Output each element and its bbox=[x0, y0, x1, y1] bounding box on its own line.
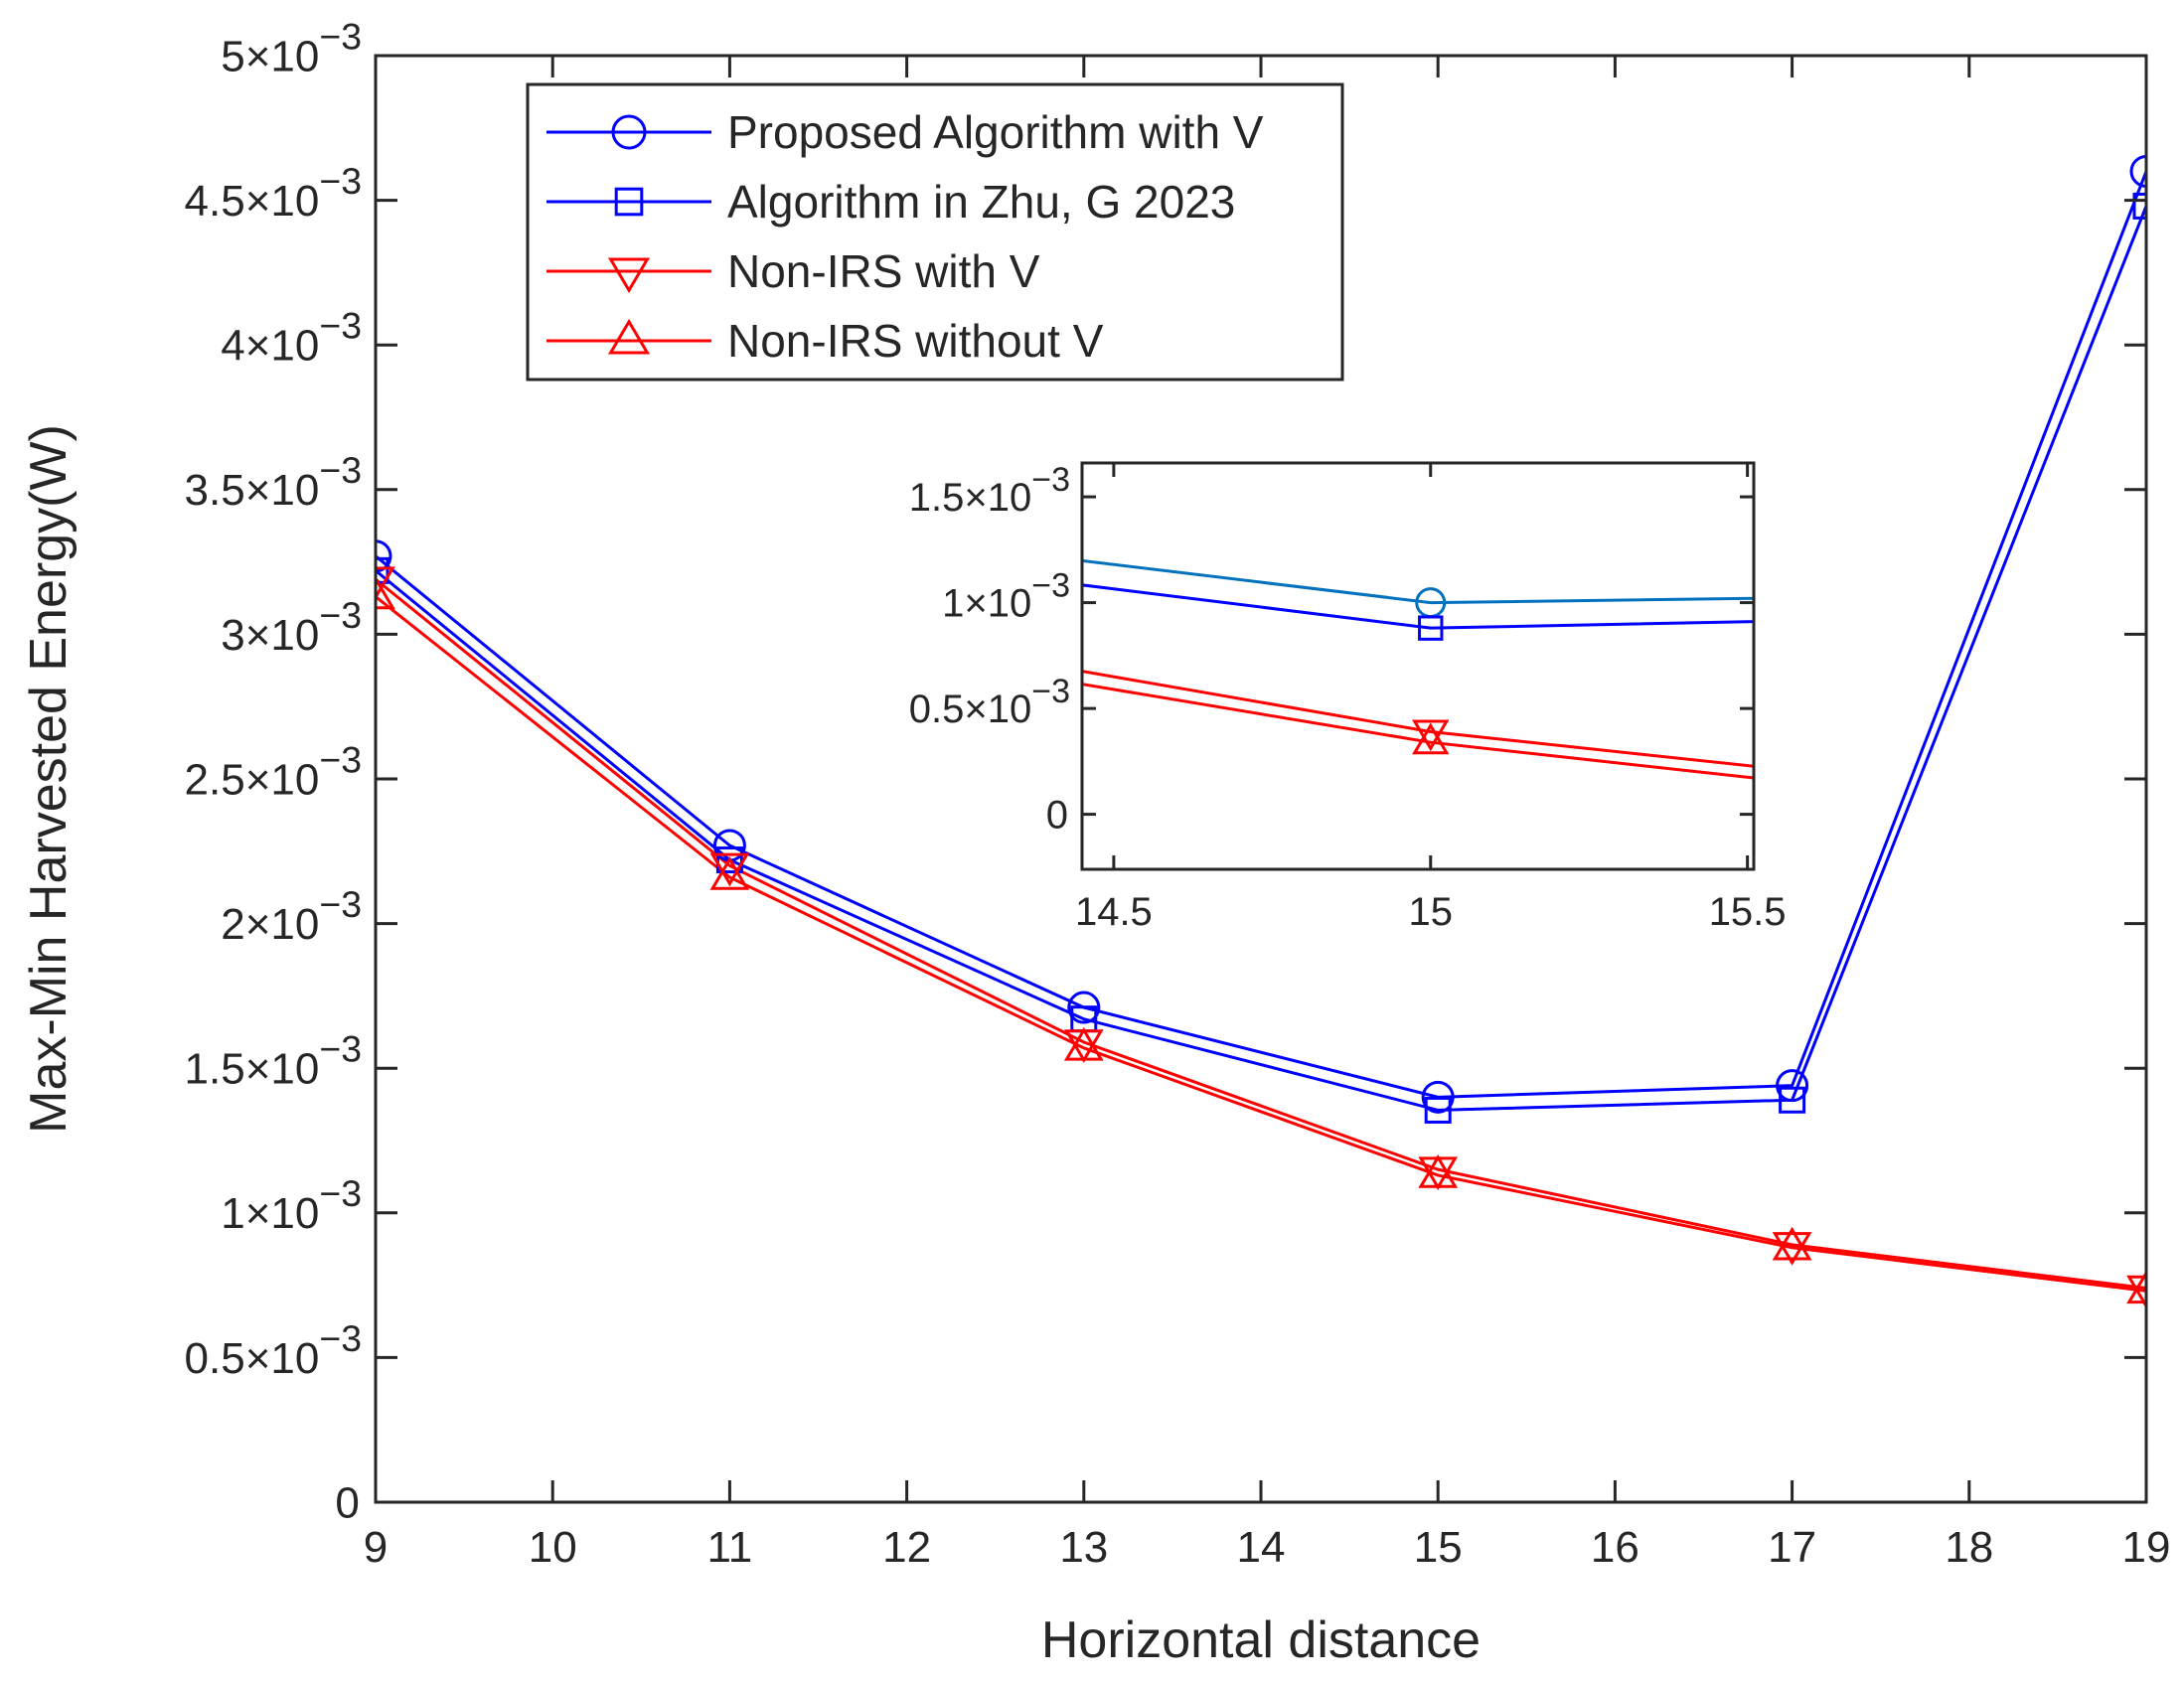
inset-y-tick-label: 0.5×10−3 bbox=[909, 673, 1070, 731]
series-line-2 bbox=[376, 205, 2146, 1112]
inset-series-line-4 bbox=[1082, 683, 1754, 780]
inset-series-line-1 bbox=[1082, 558, 1754, 605]
plot-area bbox=[376, 154, 2146, 1309]
legend-marker-square-icon bbox=[614, 187, 644, 217]
legend-item: Non-IRS without V bbox=[546, 315, 1104, 367]
x-tick-label: 9 bbox=[364, 1523, 388, 1572]
inset-data-point-3-2 bbox=[1412, 719, 1450, 752]
legend-item: Proposed Algorithm with V bbox=[546, 106, 1264, 158]
legend-marker-triangle-down-icon bbox=[607, 257, 651, 294]
x-tick-label: 15 bbox=[1414, 1523, 1463, 1572]
data-point-4-1 bbox=[376, 575, 395, 610]
x-tick-label: 10 bbox=[529, 1523, 577, 1572]
y-tick-label: 1.5×10−3 bbox=[185, 1028, 362, 1094]
series-line-4 bbox=[376, 595, 2146, 1293]
data-point-1-1 bbox=[376, 539, 392, 573]
x-tick-label: 12 bbox=[882, 1523, 931, 1572]
inset-series-line-2 bbox=[1082, 583, 1754, 630]
data-point-1-4 bbox=[1421, 1080, 1455, 1114]
data-point-4-3 bbox=[1063, 1026, 1104, 1061]
y-tick-label: 0 bbox=[335, 1478, 359, 1527]
legend-label: Non-IRS with V bbox=[727, 245, 1040, 297]
y-tick-label: 5×10−3 bbox=[221, 15, 362, 80]
y-tick-label: 4×10−3 bbox=[221, 305, 362, 371]
series-line-1 bbox=[376, 170, 2146, 1099]
y-tick-label: 2.5×10−3 bbox=[185, 738, 362, 804]
series-line-3 bbox=[376, 577, 2146, 1291]
data-point-2-6 bbox=[2132, 192, 2146, 220]
inset-axes-frame bbox=[1080, 461, 1756, 871]
data-point-3-5 bbox=[1772, 1232, 1812, 1266]
inset-plot-area bbox=[1082, 558, 1754, 780]
x-tick-label: 17 bbox=[1768, 1523, 1816, 1572]
x-axis-label: Horizontal distance bbox=[1041, 1611, 1481, 1669]
data-point-1-6 bbox=[2129, 154, 2146, 188]
inset-x-tick-label: 15 bbox=[1409, 890, 1454, 934]
x-tick-label: 16 bbox=[1591, 1523, 1639, 1572]
y-tick-label: 0.5×10−3 bbox=[185, 1317, 362, 1383]
x-tick-label: 18 bbox=[1945, 1523, 1993, 1572]
inset-series-line-3 bbox=[1082, 670, 1754, 768]
inset-data-point-4-2 bbox=[1412, 722, 1450, 755]
legend-label: Algorithm in Zhu, G 2023 bbox=[727, 176, 1235, 228]
legend-marker-triangle-up-icon bbox=[607, 318, 651, 355]
inset-data-point-2-2 bbox=[1418, 615, 1444, 641]
data-point-4-6 bbox=[2126, 1270, 2146, 1304]
x-tick-label: 14 bbox=[1237, 1523, 1286, 1572]
y-tick-label: 4.5×10−3 bbox=[185, 160, 362, 226]
inset-y-tick-label: 0 bbox=[1046, 794, 1068, 838]
data-point-4-5 bbox=[1772, 1226, 1812, 1261]
inset-plot-background bbox=[1082, 463, 1754, 869]
legend-label: Proposed Algorithm with V bbox=[727, 106, 1264, 158]
data-point-2-2 bbox=[715, 846, 743, 874]
y-tick-label: 3.5×10−3 bbox=[185, 449, 362, 515]
data-point-3-2 bbox=[709, 852, 750, 887]
data-point-3-6 bbox=[2126, 1275, 2146, 1309]
data-point-4-4 bbox=[1418, 1153, 1459, 1188]
x-tick-label: 11 bbox=[707, 1523, 753, 1572]
legend-item: Non-IRS with V bbox=[546, 245, 1040, 297]
x-tick-label: 13 bbox=[1059, 1523, 1108, 1572]
data-point-1-3 bbox=[1067, 991, 1101, 1024]
data-point-2-1 bbox=[376, 556, 390, 584]
y-tick-label: 2×10−3 bbox=[221, 883, 362, 949]
inset-x-tick-label: 14.5 bbox=[1075, 890, 1153, 934]
inset-axes: 14.5 15 15.5 0 0.5×10−3 1×10−3 1.5×10−3 bbox=[909, 461, 1787, 934]
y-tick-label: 3×10−3 bbox=[221, 594, 362, 660]
data-point-1-5 bbox=[1776, 1069, 1809, 1103]
data-point-4-2 bbox=[709, 856, 750, 890]
data-point-3-1 bbox=[376, 566, 395, 601]
x-tick-label: 19 bbox=[2122, 1523, 2171, 1572]
y-axis-label: Max-Min Harvested Energy(W) bbox=[20, 424, 78, 1134]
legend: Proposed Algorithm with V Algorithm in Zh… bbox=[526, 82, 1344, 382]
legend-item: Algorithm in Zhu, G 2023 bbox=[546, 176, 1235, 228]
inset-y-tick-label: 1×10−3 bbox=[942, 567, 1070, 626]
data-point-2-4 bbox=[1424, 1096, 1452, 1124]
y-tick-label: 1×10−3 bbox=[221, 1172, 362, 1238]
data-point-2-5 bbox=[1779, 1086, 1806, 1114]
inset-x-tick-label: 15.5 bbox=[1709, 890, 1787, 934]
legend-label: Non-IRS without V bbox=[727, 315, 1104, 367]
inset-y-tick-label: 1.5×10−3 bbox=[909, 461, 1070, 520]
legend-marker-circle-icon bbox=[611, 114, 647, 150]
